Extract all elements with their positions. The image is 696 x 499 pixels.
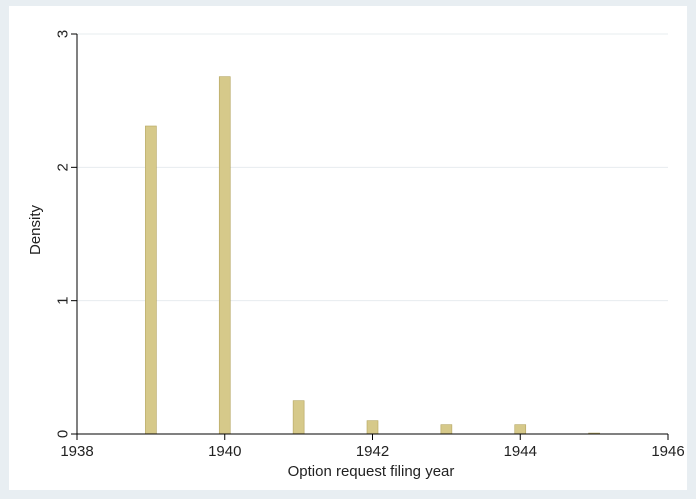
bar-1939	[145, 126, 156, 434]
x-axis-title: Option request filing year	[288, 463, 455, 480]
y-tick-label-1: 1	[55, 296, 72, 304]
y-tick-label-3: 3	[55, 30, 72, 38]
x-tick-label-1944: 1944	[504, 443, 537, 460]
y-tick-label-2: 2	[55, 163, 72, 171]
x-tick-label-1940: 1940	[208, 443, 241, 460]
bar-1944	[515, 425, 526, 434]
bar-1943	[441, 425, 452, 434]
x-tick-label-1946: 1946	[651, 443, 684, 460]
bar-1940	[219, 77, 230, 434]
bar-1941	[293, 401, 304, 434]
bar-1942	[367, 421, 378, 434]
x-tick-label-1938: 1938	[60, 443, 93, 460]
y-tick-label-0: 0	[55, 430, 72, 438]
x-tick-label-1942: 1942	[356, 443, 389, 460]
plot-area	[9, 6, 687, 490]
y-axis-title: Density	[27, 204, 44, 255]
